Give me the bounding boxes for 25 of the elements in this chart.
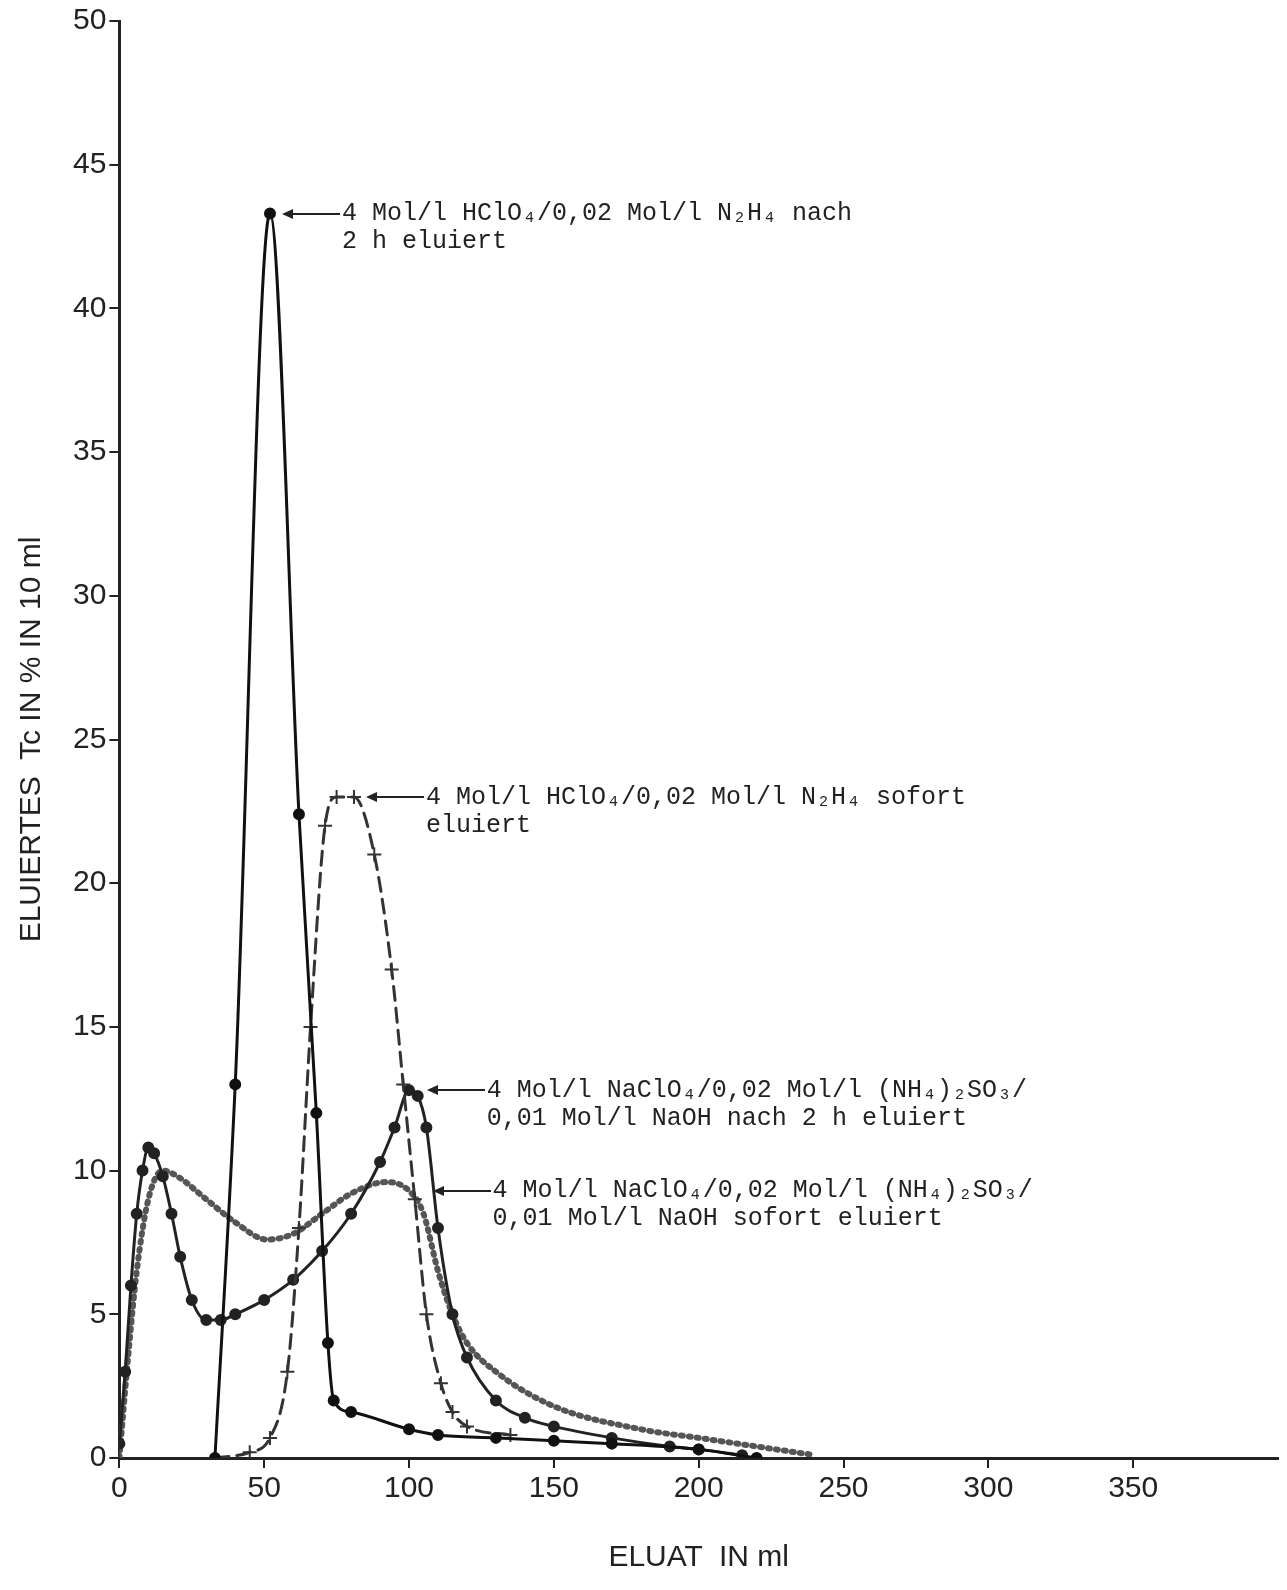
y-tick-label: 35 <box>72 433 107 467</box>
y-tick-label: 40 <box>72 289 107 323</box>
y-tick-label: 50 <box>72 2 107 36</box>
x-tick-label: 150 <box>528 1470 579 1504</box>
annotation: 4 Mol/l NaClO₄/0,02 Mol/l (NH₄)₂SO₃/ 0,01 Mol/l NaOH sofort eluiert <box>492 1176 1033 1234</box>
annotation: 4 Mol/l NaClO₄/0,02 Mol/l (NH₄)₂SO₃/ 0,01 Mol/l NaOH nach 2 h eluiert <box>486 1075 1027 1133</box>
y-tick-label: 10 <box>72 1151 107 1185</box>
x-tick-label: 250 <box>818 1470 869 1504</box>
x-tick-label: 350 <box>1108 1470 1159 1504</box>
x-tick-label: 200 <box>673 1470 724 1504</box>
x-tick-label: 50 <box>247 1470 281 1504</box>
y-tick-label: 5 <box>89 1295 107 1329</box>
y-tick-label: 25 <box>72 720 107 754</box>
x-tick-label: 0 <box>111 1470 128 1504</box>
x-axis-title: ELUAT IN ml <box>608 1539 789 1573</box>
x-tick-label: 100 <box>384 1470 435 1504</box>
y-tick-label: 20 <box>72 864 107 898</box>
y-tick-label: 0 <box>89 1439 107 1473</box>
annotation: 4 Mol/l HClO₄/0,02 Mol/l N₂H₄ nach 2 h eluiert <box>341 199 853 257</box>
y-tick-label: 45 <box>72 145 107 179</box>
y-axis-title: ELUIERTES Tc IN % IN 10 ml <box>13 536 47 943</box>
annotation: 4 Mol/l HClO₄/0,02 Mol/l N₂H₄ sofort eluiert <box>425 782 967 840</box>
x-tick-label: 300 <box>963 1470 1014 1504</box>
y-tick-label: 15 <box>72 1008 107 1042</box>
y-tick-label: 30 <box>72 577 107 611</box>
